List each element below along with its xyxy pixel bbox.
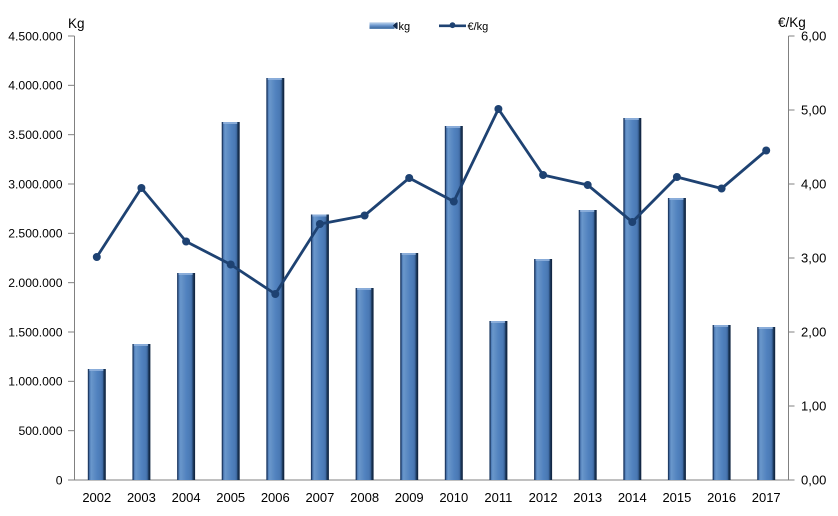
svg-text:0: 0	[56, 473, 63, 487]
svg-text:2002: 2002	[82, 490, 111, 505]
svg-text:500.000: 500.000	[18, 424, 62, 438]
svg-text:2.000.000: 2.000.000	[8, 276, 62, 290]
svg-text:€/kg: €/kg	[468, 21, 489, 33]
svg-text:2010: 2010	[439, 490, 468, 505]
svg-text:3,00: 3,00	[801, 251, 826, 266]
svg-text:3.000.000: 3.000.000	[8, 177, 62, 191]
svg-text:2005: 2005	[216, 490, 245, 505]
svg-text:2009: 2009	[395, 490, 424, 505]
svg-text:Kg: Kg	[68, 16, 85, 31]
svg-text:4.500.000: 4.500.000	[8, 29, 62, 43]
svg-text:kg: kg	[399, 21, 411, 33]
svg-text:2.500.000: 2.500.000	[8, 227, 62, 241]
svg-text:2006: 2006	[261, 490, 290, 505]
svg-text:€/Kg: €/Kg	[778, 15, 806, 30]
svg-text:2003: 2003	[127, 490, 156, 505]
svg-text:2017: 2017	[752, 490, 781, 505]
svg-text:0,00: 0,00	[801, 473, 826, 488]
svg-text:2,00: 2,00	[801, 325, 826, 340]
svg-text:2007: 2007	[305, 490, 334, 505]
svg-text:2014: 2014	[618, 490, 647, 505]
svg-text:2015: 2015	[662, 490, 691, 505]
svg-text:1.500.000: 1.500.000	[8, 325, 62, 339]
svg-text:2004: 2004	[172, 490, 201, 505]
svg-text:3.500.000: 3.500.000	[8, 128, 62, 142]
svg-text:2011: 2011	[484, 490, 512, 505]
svg-text:2013: 2013	[573, 490, 602, 505]
svg-text:5,00: 5,00	[801, 103, 826, 118]
svg-text:2012: 2012	[529, 490, 558, 505]
svg-text:1.000.000: 1.000.000	[8, 375, 62, 389]
svg-text:2016: 2016	[707, 490, 736, 505]
svg-text:6,00: 6,00	[801, 29, 826, 44]
svg-text:4.000.000: 4.000.000	[8, 79, 62, 93]
svg-text:1,00: 1,00	[801, 399, 826, 414]
svg-text:2008: 2008	[350, 490, 379, 505]
svg-text:4,00: 4,00	[801, 177, 826, 192]
